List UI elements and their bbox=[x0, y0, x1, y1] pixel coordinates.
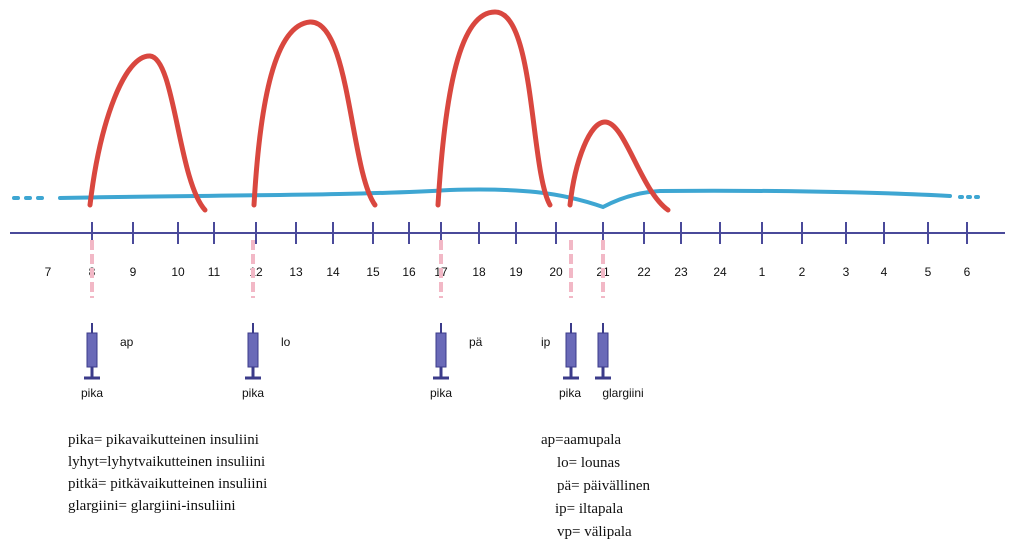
hour-label: 10 bbox=[171, 265, 185, 279]
hour-label: 5 bbox=[925, 265, 932, 279]
hour-label: 16 bbox=[402, 265, 416, 279]
hour-labels: 789101112131415161718192021222324123456 bbox=[45, 265, 971, 279]
hour-label: 1 bbox=[759, 265, 766, 279]
syringe bbox=[84, 323, 100, 380]
meal-legend: ap=aamupala lo= lounas pä= päivällinen i… bbox=[541, 432, 651, 540]
hour-label: 6 bbox=[964, 265, 971, 279]
syringe bbox=[245, 323, 261, 380]
hour-label: 11 bbox=[208, 265, 221, 279]
hour-label: 15 bbox=[366, 265, 380, 279]
syringe bbox=[595, 323, 611, 380]
hour-label: 23 bbox=[674, 265, 688, 279]
syringe bbox=[433, 323, 449, 380]
legend-line: pä= päivällinen bbox=[557, 478, 651, 494]
hour-label: 14 bbox=[326, 265, 340, 279]
syringe-body bbox=[247, 332, 259, 368]
legend-line: ip= iltapala bbox=[555, 501, 623, 517]
hour-label: 2 bbox=[799, 265, 806, 279]
meal-label: pä bbox=[469, 335, 483, 349]
hour-label: 20 bbox=[549, 265, 563, 279]
hour-label: 4 bbox=[881, 265, 888, 279]
meal-label: lo bbox=[281, 335, 291, 349]
insulin-label: pika bbox=[81, 386, 103, 400]
ticks bbox=[91, 222, 968, 244]
legend-line: pitkä= pitkävaikutteinen insuliini bbox=[68, 476, 267, 492]
legend-line: lo= lounas bbox=[557, 455, 620, 471]
hour-label: 9 bbox=[130, 265, 137, 279]
meal-label: ap bbox=[120, 335, 134, 349]
syringe-body bbox=[597, 332, 609, 368]
hour-label: 13 bbox=[289, 265, 303, 279]
insulin-label: pika bbox=[242, 386, 264, 400]
legend-line: pika= pikavaikutteinen insuliini bbox=[68, 432, 259, 448]
baseline-curve bbox=[12, 187, 980, 210]
syringe-body bbox=[86, 332, 98, 368]
insulin-label: pika bbox=[430, 386, 452, 400]
syringe bbox=[563, 323, 579, 380]
hour-label: 19 bbox=[509, 265, 523, 279]
hour-label: 24 bbox=[713, 265, 727, 279]
syringe-body bbox=[565, 332, 577, 368]
legend-line: lyhyt=lyhytvaikutteinen insuliini bbox=[68, 454, 265, 470]
hour-label: 22 bbox=[637, 265, 651, 279]
injections: pika ap pika lo pika pä pika ip glargiini bbox=[81, 240, 644, 400]
insulin-legend: pika= pikavaikutteinen insuliini lyhyt=l… bbox=[68, 432, 267, 514]
insulin-label: pika bbox=[559, 386, 581, 400]
legend-line: vp= välipala bbox=[557, 524, 632, 540]
hour-label: 3 bbox=[843, 265, 850, 279]
meal-label: ip bbox=[541, 335, 551, 349]
legend-line: ap=aamupala bbox=[541, 432, 621, 448]
syringe-body bbox=[435, 332, 447, 368]
legend-line: glargiini= glargiini-insuliini bbox=[68, 498, 235, 514]
insulin-curves bbox=[87, 9, 671, 213]
hour-label: 18 bbox=[472, 265, 486, 279]
hour-label: 7 bbox=[45, 265, 52, 279]
insulin-label: glargiini bbox=[602, 386, 643, 400]
